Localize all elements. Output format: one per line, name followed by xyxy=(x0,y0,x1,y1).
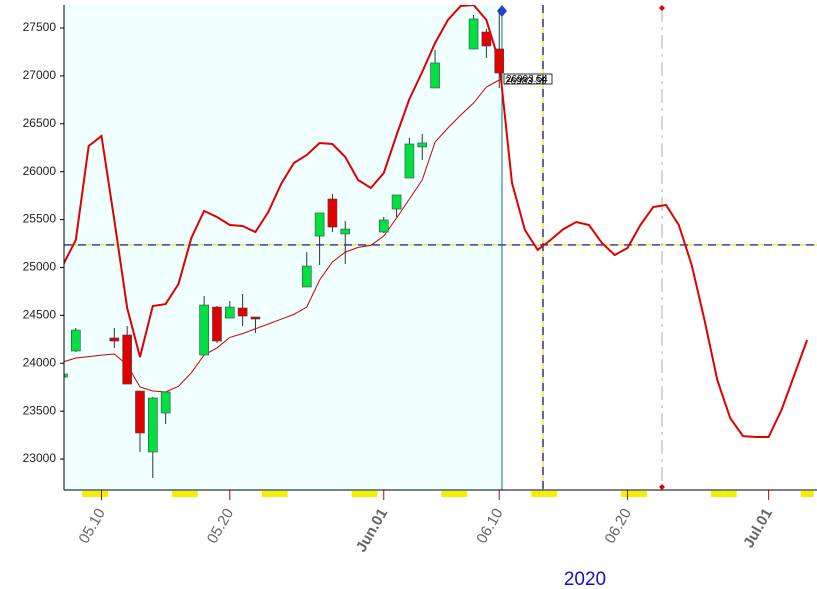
weekend-marker xyxy=(454,491,468,497)
candle-body xyxy=(148,397,158,453)
y-tick-label: 25000 xyxy=(23,260,57,274)
candle-body xyxy=(122,334,132,385)
y-tick-label: 23000 xyxy=(23,451,57,465)
weekend-marker xyxy=(723,491,737,497)
y-tick-label: 26000 xyxy=(23,164,57,178)
y-tick-label: 24000 xyxy=(23,355,57,369)
weekend-marker xyxy=(800,491,814,497)
cursor-marker xyxy=(659,484,665,490)
weekend-marker xyxy=(710,491,724,497)
y-tick-label: 23500 xyxy=(23,403,57,417)
x-tick-label: Jul.01 xyxy=(740,506,776,551)
y-tick-label: 26500 xyxy=(23,116,57,130)
candle-body xyxy=(237,307,248,317)
x-tick-label: Jun.01 xyxy=(353,506,391,556)
weekend-marker xyxy=(351,491,365,497)
candle-body xyxy=(468,18,479,50)
candle-body xyxy=(135,390,145,434)
candle-body xyxy=(64,373,68,378)
y-tick-label: 25500 xyxy=(23,212,57,226)
weekend-marker xyxy=(364,491,378,497)
candle-body xyxy=(404,143,415,179)
x-tick-label: 05.20 xyxy=(204,506,237,547)
candle-body xyxy=(417,142,428,148)
weekend-marker xyxy=(441,491,455,497)
line-series xyxy=(64,5,809,438)
candle-body xyxy=(250,316,261,320)
x-tick-label: 05.10 xyxy=(75,506,108,547)
weekend-marker xyxy=(531,491,545,497)
weekend-marker xyxy=(633,491,647,497)
candle-body xyxy=(212,306,222,342)
candle-body xyxy=(314,212,325,237)
candle-body xyxy=(109,337,120,342)
weekend-marker xyxy=(184,491,198,497)
x-tick-label: 06.10 xyxy=(473,505,506,546)
weekend-marker xyxy=(274,491,288,497)
weekend-marker xyxy=(82,491,96,497)
candle-body xyxy=(481,31,492,47)
candle-body xyxy=(430,62,440,89)
x-tick-label: 06.20 xyxy=(601,506,634,547)
x-axis-title: 2020 xyxy=(564,569,606,589)
candle-body xyxy=(224,306,235,319)
annotation-box xyxy=(503,73,553,85)
weekend-marker xyxy=(172,491,185,497)
weekend-marker xyxy=(261,491,275,497)
candle-body xyxy=(71,329,81,352)
candle-body xyxy=(340,228,351,235)
y-tick-label: 27000 xyxy=(23,68,57,82)
annotation: 26993.54 xyxy=(506,74,548,85)
candle-body xyxy=(160,391,171,414)
annotation: 26983.59 xyxy=(505,76,547,87)
candle-body xyxy=(378,219,389,233)
y-tick-label: 24500 xyxy=(23,308,57,322)
y-tick-label: 27500 xyxy=(23,20,57,34)
weekend-marker xyxy=(544,491,558,497)
candle-body xyxy=(391,194,402,210)
line-series xyxy=(64,79,500,393)
candle-body xyxy=(327,198,338,228)
candle-body xyxy=(301,265,312,288)
cursor-marker xyxy=(659,5,665,11)
candle-body xyxy=(199,304,209,356)
